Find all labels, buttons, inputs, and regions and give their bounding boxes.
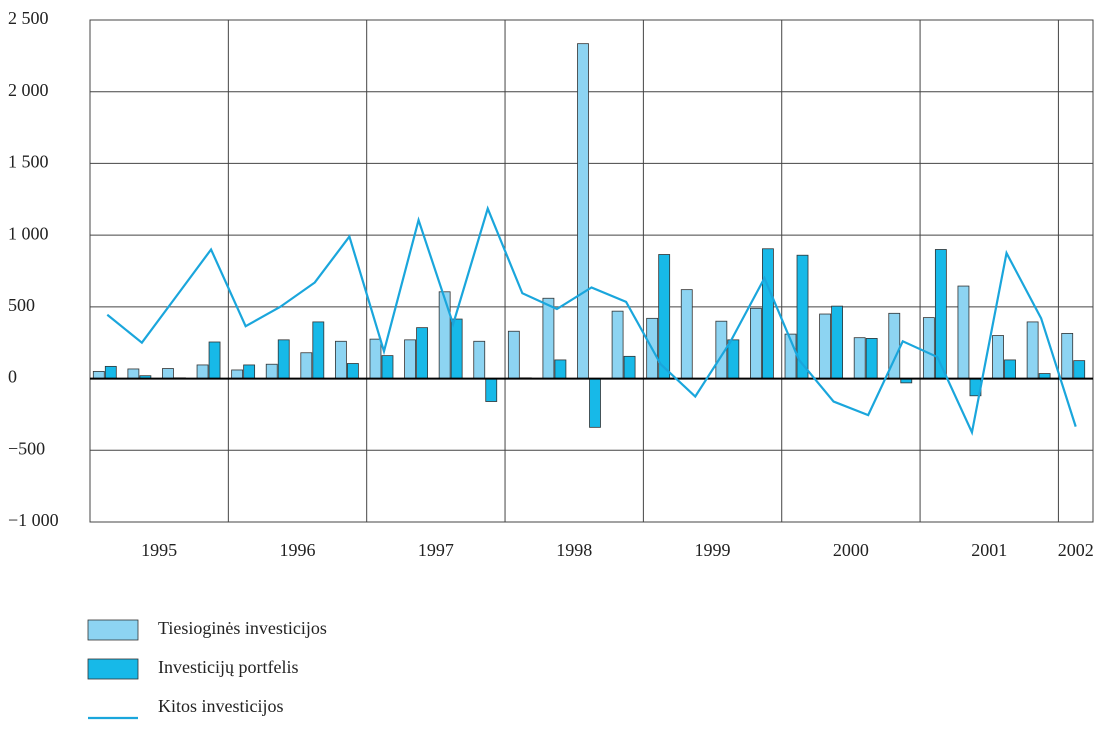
bar: [346, 363, 359, 379]
x-group-label: 2002: [1058, 540, 1094, 560]
bar: [404, 339, 416, 379]
bar: [762, 248, 774, 379]
bar: [554, 359, 567, 379]
bar: [922, 317, 935, 379]
bar: [438, 291, 451, 379]
bar: [1004, 359, 1016, 379]
bar: [265, 363, 278, 379]
bar: [819, 313, 832, 379]
legend-label: Investicijų portfelis: [158, 657, 298, 677]
bar: [277, 339, 290, 379]
y-tick-label: −1 000: [8, 510, 59, 530]
x-group-label: 1998: [556, 540, 592, 560]
bar: [934, 249, 947, 379]
bar: [542, 297, 555, 379]
bar: [300, 352, 313, 379]
bar: [658, 254, 671, 379]
y-tick-label: 2 000: [8, 80, 49, 100]
bar: [853, 337, 866, 379]
bar: [957, 285, 970, 379]
bar: [623, 355, 636, 379]
bar: [312, 321, 325, 379]
legend-label: Tiesioginės investicijos: [158, 618, 327, 638]
y-tick-label: 1 500: [8, 152, 49, 172]
bar: [680, 289, 693, 379]
bar: [334, 340, 347, 379]
bar: [381, 355, 394, 379]
bar: [865, 338, 878, 379]
bar: [162, 368, 174, 379]
bar: [831, 305, 844, 379]
bar: [369, 338, 382, 379]
bar: [127, 368, 140, 379]
y-tick-label: −500: [8, 438, 45, 458]
y-tick-label: 1 000: [8, 223, 49, 243]
legend-swatch: [87, 619, 139, 641]
x-group-label: 1995: [141, 540, 177, 560]
x-group-label: 2000: [833, 540, 869, 560]
legend-label: Kitos investicijos: [158, 696, 284, 716]
bar: [611, 310, 624, 379]
bar: [450, 318, 463, 379]
bar: [231, 369, 244, 379]
plot-frame: [89, 19, 1094, 523]
bar: [473, 340, 486, 379]
bar: [196, 364, 209, 379]
bar: [1073, 360, 1086, 379]
line-series: [106, 205, 1077, 436]
bar: [750, 307, 762, 379]
legend-swatch: [87, 658, 139, 680]
y-tick-label: 2 500: [8, 8, 49, 28]
y-tick-label: 500: [8, 295, 35, 315]
bar: [92, 370, 105, 379]
bar: [416, 327, 428, 379]
x-group-label: 2001: [971, 540, 1007, 560]
bar: [577, 43, 589, 379]
x-group-label: 1999: [695, 540, 731, 560]
x-group-label: 1997: [418, 540, 454, 560]
bar: [1061, 332, 1074, 379]
bar: [104, 365, 117, 379]
bar: [589, 378, 601, 428]
bar: [507, 330, 520, 379]
bar: [727, 339, 740, 379]
bar: [485, 378, 498, 402]
x-group-label: 1996: [280, 540, 316, 560]
bar: [208, 341, 221, 379]
bar: [243, 364, 256, 379]
bar: [992, 335, 1004, 379]
y-tick-label: 0: [8, 367, 17, 387]
bar: [1026, 321, 1039, 379]
